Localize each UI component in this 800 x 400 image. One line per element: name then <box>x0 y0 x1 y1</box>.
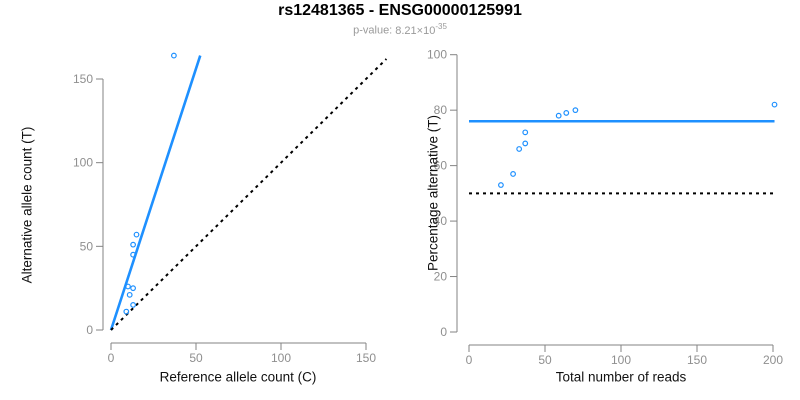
x-tick-label: 100 <box>611 353 631 367</box>
y-tick-label: 0 <box>440 325 447 339</box>
data-point <box>563 110 570 116</box>
figure-title: rs12481365 - ENSG00000125991 <box>278 2 522 19</box>
y-tick-label: 150 <box>73 72 93 86</box>
y-tick-label: 0 <box>86 323 93 337</box>
y-tick-label: 100 <box>427 48 447 62</box>
x-tick-label: 0 <box>108 351 115 365</box>
data-point <box>130 285 137 292</box>
data-point <box>510 171 516 177</box>
data-point <box>130 251 137 258</box>
x-tick-label: 50 <box>189 351 203 365</box>
data-point <box>771 101 778 108</box>
left-y-axis-label: Alternative allele count (T) <box>19 126 35 284</box>
y-tick-label: 40 <box>434 214 448 228</box>
data-point <box>126 291 133 298</box>
x-tick-label: 150 <box>356 351 376 365</box>
data-point <box>170 52 177 59</box>
data-point <box>522 140 529 147</box>
data-point <box>498 182 504 188</box>
data-point <box>572 107 579 114</box>
x-tick-label: 50 <box>538 353 552 367</box>
left-x-axis-label: Reference allele count (C) <box>159 369 317 385</box>
data-point <box>123 308 130 315</box>
data-point <box>125 283 131 290</box>
y-tick-label: 20 <box>434 270 448 284</box>
y-tick-label: 80 <box>434 103 448 117</box>
p-value-exponent: -35 <box>435 22 447 31</box>
p-value-label: p-value: <box>353 24 393 37</box>
data-point <box>133 231 140 238</box>
data-point <box>522 129 529 136</box>
y-tick-label: 50 <box>80 239 94 253</box>
right-y-axis-label: Percentage alternative (T) <box>425 114 441 272</box>
x-tick-label: 200 <box>763 353 783 367</box>
x-tick-label: 150 <box>687 353 707 367</box>
p-value-subtitle: p-value: 8.21×10-35 <box>0 22 800 37</box>
y-tick-label: 100 <box>73 156 93 170</box>
identity-line <box>110 58 388 331</box>
right-x-axis-label: Total number of reads <box>555 369 687 385</box>
y-tick-label: 60 <box>434 159 448 173</box>
x-tick-label: 0 <box>466 353 473 367</box>
regression-line <box>109 55 202 331</box>
data-point <box>516 146 523 152</box>
data-point <box>130 302 137 308</box>
data-point <box>130 241 137 248</box>
x-tick-label: 100 <box>271 351 291 365</box>
data-point <box>555 112 562 119</box>
p-value-number: 8.21×10 <box>395 24 436 37</box>
